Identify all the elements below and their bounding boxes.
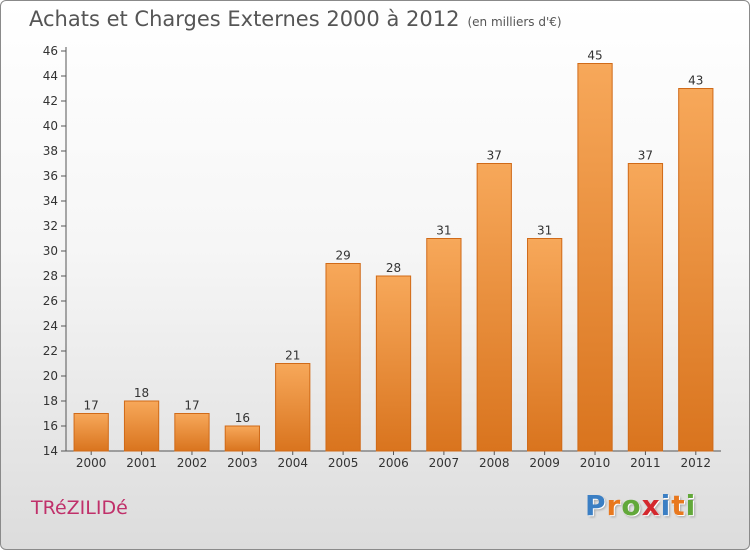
data-labels-group: 17 18 17 16 21 29 28 31 37 31 45 37 43 <box>84 49 704 426</box>
y-tick-label: 24 <box>43 319 58 333</box>
bar <box>73 413 109 452</box>
y-tick-label: 38 <box>43 144 58 158</box>
data-label: 21 <box>285 349 300 363</box>
x-tick-label: 2010 <box>580 456 611 470</box>
data-label: 18 <box>134 386 149 400</box>
bar <box>527 238 563 452</box>
y-tick-label: 22 <box>43 344 58 358</box>
y-tick-label: 34 <box>43 194 58 208</box>
x-tick-label: 2002 <box>177 456 208 470</box>
x-tick-label: 2001 <box>126 456 157 470</box>
x-tick-label: 2007 <box>429 456 460 470</box>
x-tick-label: 2012 <box>681 456 712 470</box>
x-axis: 2000 2001 2002 2003 2004 2005 2006 2007 2008 2009… <box>66 450 721 470</box>
logo-letter: x <box>641 489 661 522</box>
y-tick-label: 30 <box>43 244 58 258</box>
y-tick-label: 46 <box>43 44 58 58</box>
y-tick-label: 20 <box>43 369 58 383</box>
x-tick-label: 2009 <box>529 456 560 470</box>
bar <box>426 238 462 452</box>
logo-letter: i <box>685 489 697 522</box>
chart-subtitle: (en milliers d'€) <box>467 15 562 29</box>
data-label: 37 <box>638 149 653 163</box>
bar <box>275 363 311 452</box>
logo-letter: i <box>660 489 672 522</box>
proxiti-logo[interactable]: Proxiti <box>585 489 696 522</box>
x-tick-label: 2008 <box>479 456 510 470</box>
data-label: 17 <box>184 399 199 413</box>
data-label: 29 <box>335 249 350 263</box>
data-label: 43 <box>688 74 703 88</box>
y-tick-label: 44 <box>43 69 58 83</box>
x-tick-label: 2005 <box>328 456 359 470</box>
bar <box>123 400 160 452</box>
logo-letter: o <box>621 489 642 522</box>
x-tick-label: 2003 <box>227 456 258 470</box>
bars-group <box>73 63 714 452</box>
x-tick-label: 2004 <box>277 456 308 470</box>
town-name: TRéZILIDé <box>31 497 128 519</box>
data-label: 37 <box>487 149 502 163</box>
chart-title-text: Achats et Charges Externes 2000 à 2012 <box>29 7 460 31</box>
x-tick-label: 2011 <box>630 456 661 470</box>
y-tick-label: 40 <box>43 119 58 133</box>
x-tick-label: 2006 <box>378 456 409 470</box>
bar <box>627 163 664 452</box>
y-tick-label: 26 <box>43 294 58 308</box>
data-label: 17 <box>84 399 99 413</box>
y-tick-label: 28 <box>43 269 58 283</box>
chart-title: Achats et Charges Externes 2000 à 2012 (e… <box>29 7 562 31</box>
y-tick-label: 18 <box>43 394 58 408</box>
data-label: 16 <box>235 411 250 425</box>
bar <box>375 275 412 452</box>
bar <box>224 425 260 452</box>
data-label: 28 <box>386 261 401 275</box>
data-label: 31 <box>436 224 451 238</box>
logo-letter: P <box>585 489 607 522</box>
y-tick-label: 14 <box>43 444 58 458</box>
y-tick-label: 32 <box>43 219 58 233</box>
bar <box>577 63 613 452</box>
logo-letter: t <box>671 489 686 522</box>
y-tick-label: 36 <box>43 169 58 183</box>
y-axis: 14 16 18 20 22 24 26 28 30 32 34 36 38 40 42 44 46 <box>43 44 67 458</box>
data-label: 45 <box>587 49 602 63</box>
bar <box>476 163 512 452</box>
bar <box>325 263 361 452</box>
y-tick-label: 16 <box>43 419 58 433</box>
bar <box>678 88 714 452</box>
x-tick-label: 2000 <box>76 456 107 470</box>
data-label: 31 <box>537 224 552 238</box>
bar <box>174 413 210 452</box>
y-tick-label: 42 <box>43 94 58 108</box>
logo-letter: r <box>606 489 622 522</box>
